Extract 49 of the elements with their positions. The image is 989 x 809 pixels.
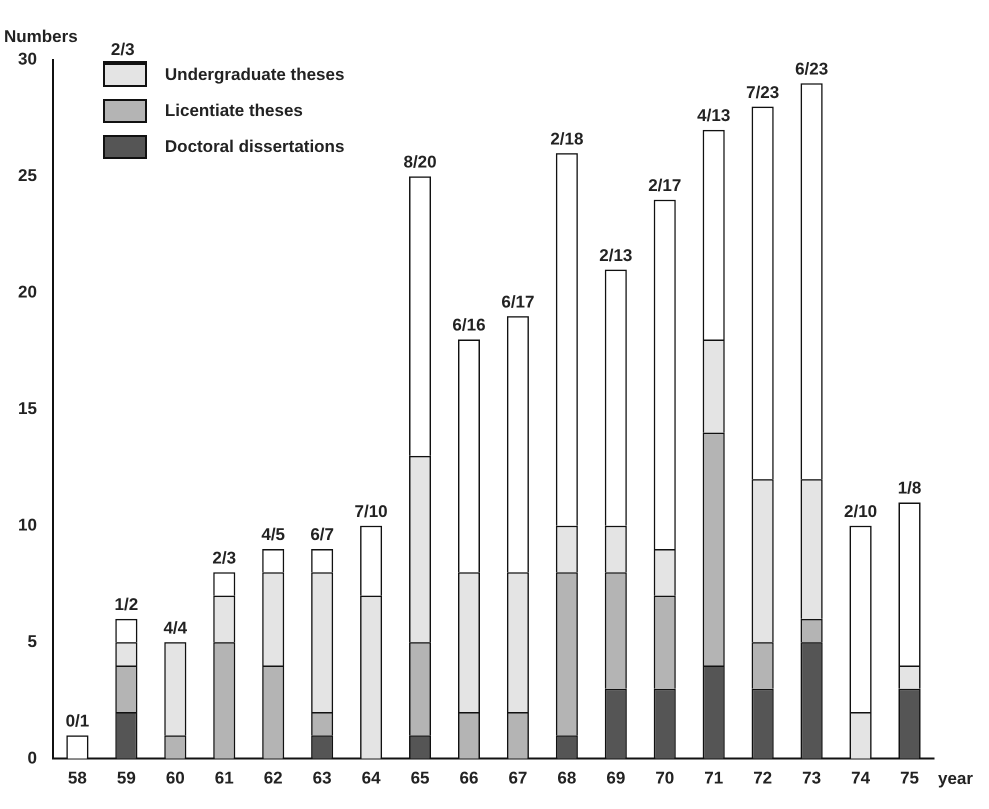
x-tick-label: 75: [900, 768, 919, 788]
annotation: 7/10: [354, 502, 388, 521]
x-tick-label: 58: [68, 768, 87, 788]
x-tick-label: 61: [214, 768, 234, 788]
x-tick-label: 72: [753, 768, 772, 788]
x-tick-label: 66: [460, 768, 478, 788]
annotation: 1/8: [898, 478, 922, 498]
x-tick-label: 73: [802, 768, 822, 788]
x-axis-title: year: [938, 768, 974, 788]
annotation: 6/16: [452, 316, 486, 335]
x-tick-label: 71: [704, 768, 724, 788]
annotation: 4/5: [261, 525, 285, 544]
x-tick-label: 74: [851, 768, 871, 788]
y-tick-label: 5: [27, 632, 37, 651]
y-tick-label: 0: [27, 748, 37, 768]
x-tick-label: 65: [410, 768, 430, 788]
annotation: 1/2: [114, 595, 138, 614]
x-tick-label: 59: [116, 768, 136, 788]
y-tick-label: 15: [18, 398, 37, 418]
annotation: 2/18: [550, 129, 584, 148]
y-tick-label: 10: [18, 515, 37, 534]
annotation: 2/13: [599, 246, 632, 265]
x-tick-label: 69: [606, 768, 626, 788]
annotation: 2/17: [648, 176, 682, 195]
legend-label: Undergraduate theses: [164, 65, 344, 85]
x-tick-label: 68: [557, 768, 576, 788]
y-tick-label: 25: [18, 166, 37, 186]
annotation: 7/23: [746, 82, 780, 102]
annotation: 4/13: [697, 106, 730, 126]
x-tick-label: 64: [362, 768, 382, 788]
annotation: 6/17: [501, 292, 534, 312]
annotation: 2/10: [844, 502, 878, 521]
y-axis-title: Numbers: [4, 27, 78, 46]
legend-label: Doctoral dissertations: [164, 137, 344, 157]
annotation: 2/3: [212, 548, 236, 568]
x-tick-label: 70: [655, 768, 674, 788]
annotation: 8/20: [403, 152, 437, 172]
y-tick-label: 30: [18, 50, 37, 69]
x-tick-label: 60: [166, 768, 185, 788]
annotation: 6/7: [310, 525, 334, 544]
x-tick-label: 63: [312, 768, 332, 788]
annotation: 6/23: [795, 59, 828, 78]
x-tick-label: 62: [264, 768, 283, 788]
legend-label: Licentiate theses: [164, 101, 303, 121]
y-tick-label: 20: [18, 282, 37, 302]
annotation: 2/3: [110, 40, 135, 59]
annotation: 0/1: [66, 712, 90, 730]
x-tick-label: 67: [508, 768, 528, 788]
annotation: 4/4: [163, 618, 188, 638]
